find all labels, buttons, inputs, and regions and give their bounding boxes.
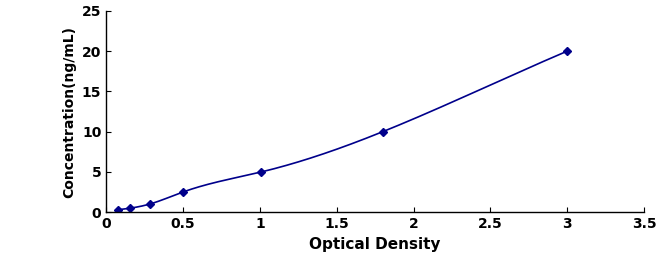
Y-axis label: Concentration(ng/mL): Concentration(ng/mL) [62,26,76,197]
X-axis label: Optical Density: Optical Density [309,237,441,252]
